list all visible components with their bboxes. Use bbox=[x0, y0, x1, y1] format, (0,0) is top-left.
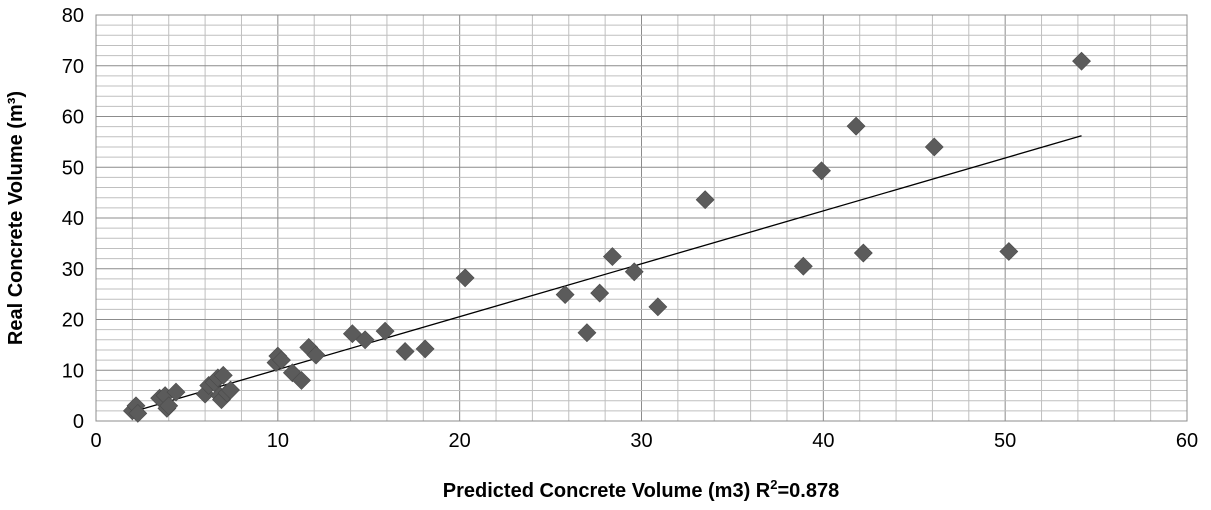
x-tick-label: 30 bbox=[630, 430, 652, 452]
y-tick-label: 60 bbox=[62, 107, 84, 129]
data-point bbox=[306, 345, 326, 365]
x-axis-tick-labels: 0 10 20 30 40 50 60 bbox=[90, 430, 1198, 452]
data-point bbox=[602, 247, 622, 266]
data-point bbox=[577, 323, 597, 343]
y-tick-label: 70 bbox=[62, 56, 84, 78]
x-tick-label: 20 bbox=[449, 430, 471, 452]
data-point bbox=[1072, 51, 1091, 71]
y-tick-label: 0 bbox=[73, 411, 84, 433]
gridlines bbox=[95, 14, 1188, 422]
x-tick-label: 0 bbox=[90, 430, 101, 452]
data-point bbox=[272, 350, 291, 370]
data-point bbox=[375, 321, 395, 341]
data-point bbox=[395, 342, 415, 361]
data-point bbox=[624, 262, 644, 282]
x-tick-label: 50 bbox=[994, 430, 1016, 452]
y-tick-label: 10 bbox=[62, 360, 84, 382]
y-tick-label: 30 bbox=[62, 259, 84, 281]
data-point bbox=[415, 339, 435, 359]
data-point bbox=[793, 256, 813, 276]
plot-area-frame bbox=[95, 14, 1188, 422]
data-point bbox=[590, 283, 610, 303]
data-point bbox=[292, 370, 311, 390]
x-axis-title-suffix: =0.878 bbox=[777, 480, 839, 502]
data-point bbox=[128, 403, 148, 423]
data-point bbox=[555, 285, 575, 305]
x-axis-title-superscript: 2 bbox=[770, 477, 777, 492]
data-points bbox=[122, 51, 1091, 423]
x-tick-label: 60 bbox=[1176, 430, 1198, 452]
x-tick-label: 10 bbox=[267, 430, 289, 452]
y-tick-label: 80 bbox=[62, 5, 84, 27]
data-point bbox=[999, 242, 1019, 261]
data-point bbox=[221, 380, 240, 400]
y-axis-tick-labels: 0 10 20 30 40 50 60 70 80 bbox=[62, 5, 84, 433]
x-axis-title: Predicted Concrete Volume (m3) R2=0.878 bbox=[443, 477, 839, 502]
data-point bbox=[355, 330, 375, 350]
data-point bbox=[924, 137, 944, 157]
data-point bbox=[853, 243, 873, 263]
y-tick-label: 40 bbox=[62, 208, 84, 230]
data-point bbox=[342, 324, 362, 344]
y-tick-label: 20 bbox=[62, 310, 84, 332]
data-point bbox=[455, 268, 475, 288]
data-point bbox=[159, 396, 179, 416]
data-point bbox=[213, 365, 233, 385]
y-tick-label: 50 bbox=[62, 157, 84, 179]
data-point bbox=[166, 382, 186, 402]
data-point bbox=[846, 116, 866, 136]
y-axis-title: Real Concrete Volume (m³) bbox=[5, 91, 27, 345]
data-point bbox=[695, 190, 715, 210]
data-point bbox=[812, 161, 831, 181]
data-point bbox=[648, 297, 668, 317]
x-tick-label: 40 bbox=[812, 430, 834, 452]
